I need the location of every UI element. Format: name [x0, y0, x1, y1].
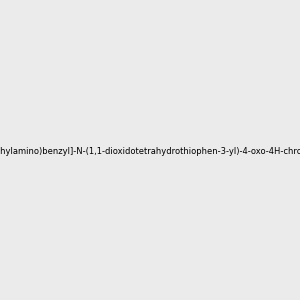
Text: 6-chloro-N-[4-(dimethylamino)benzyl]-N-(1,1-dioxidotetrahydrothiophen-3-yl)-4-ox: 6-chloro-N-[4-(dimethylamino)benzyl]-N-(… [0, 147, 300, 156]
